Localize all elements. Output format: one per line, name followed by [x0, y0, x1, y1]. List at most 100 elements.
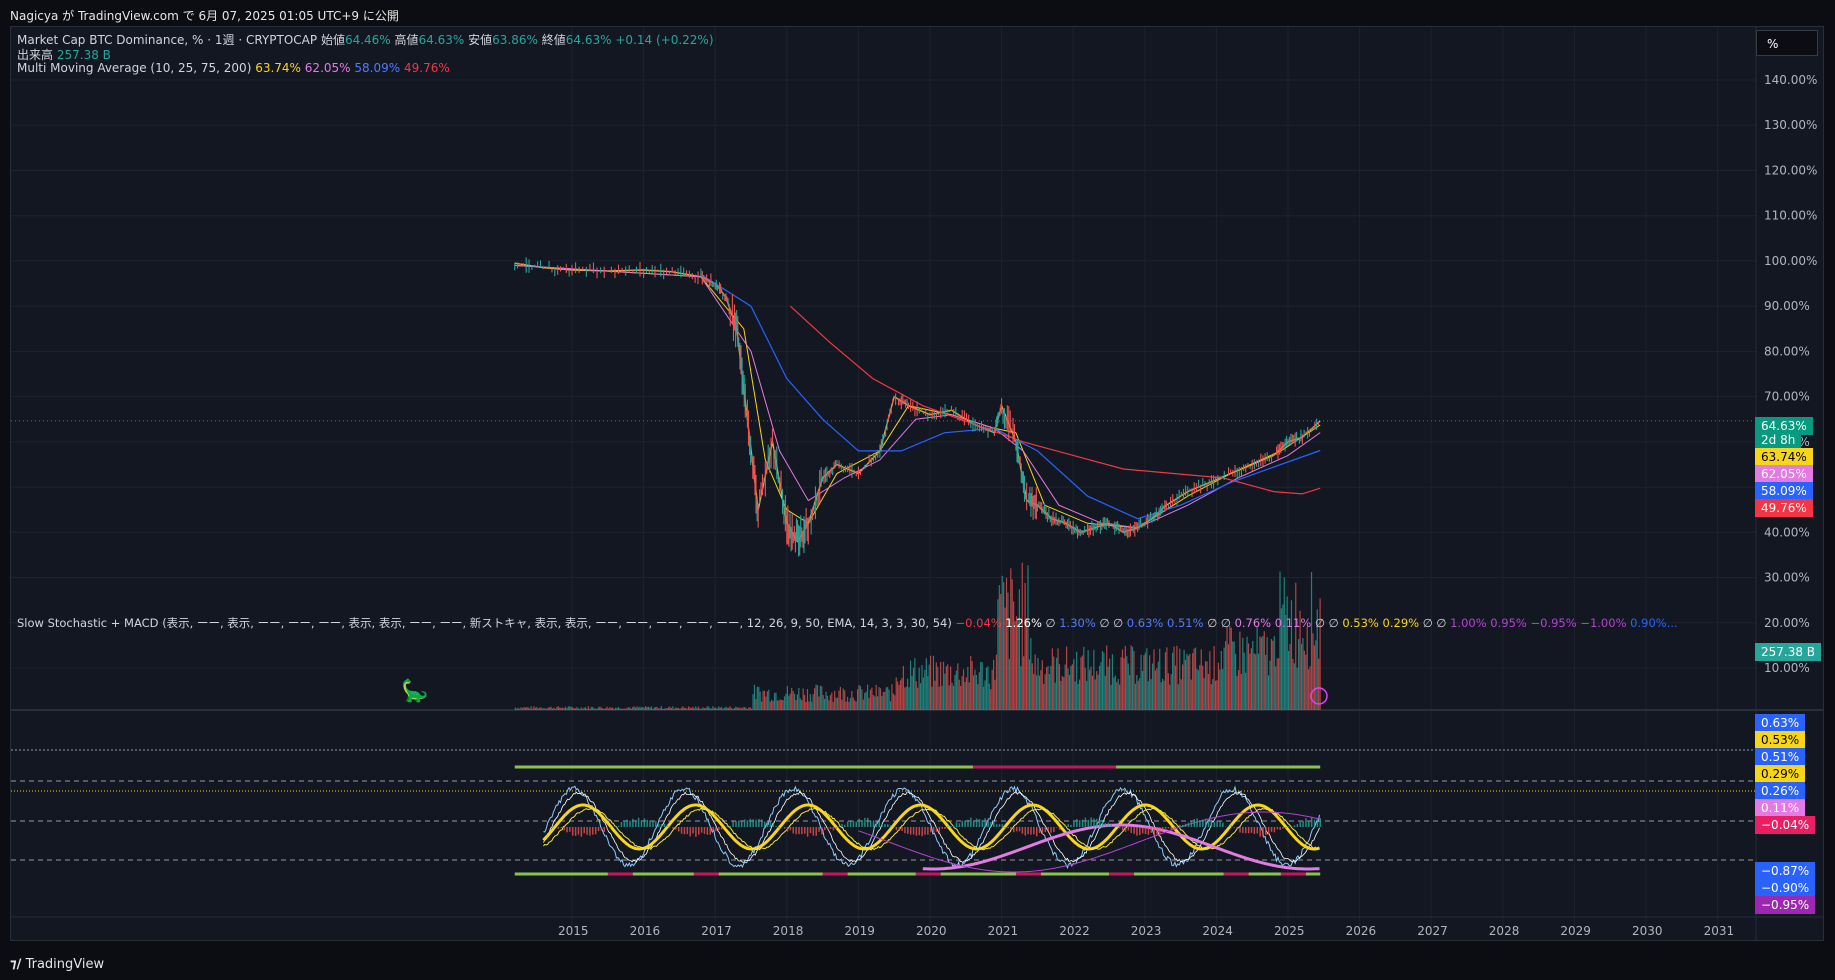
macd-histogram-bar — [1093, 818, 1095, 827]
volume-bar — [997, 599, 999, 710]
x-tick-label: 2018 — [773, 924, 804, 938]
tradingview-logo[interactable]: ⁊∕ TradingView — [10, 957, 104, 972]
footer-brand: TradingView — [25, 957, 105, 972]
volume-bar — [1047, 665, 1049, 710]
volume-bar — [1037, 657, 1039, 710]
volume-bar — [948, 685, 950, 710]
volume-bar — [877, 696, 879, 710]
volume-bar — [1044, 674, 1046, 710]
volume-bar — [897, 681, 899, 710]
volume-bar — [940, 662, 942, 710]
volume-bar — [553, 707, 555, 710]
osc-sym5: ∅ ∅ — [1422, 616, 1447, 630]
volume-bar — [726, 707, 728, 710]
volume-bar — [623, 708, 625, 710]
volume-bar — [1121, 649, 1124, 710]
chart-frame[interactable]: 140.00% 130.00% 120.00% 110.00% 100.00% 90.00… — [10, 26, 1824, 941]
volume-bar — [713, 707, 715, 710]
volume-bar — [599, 706, 601, 710]
volume-bar — [1141, 670, 1144, 710]
osc-badge-6: 0.11% — [1755, 799, 1806, 817]
volume-bar — [922, 677, 925, 710]
volume-bar — [746, 708, 748, 710]
macd-histogram-bar — [609, 827, 611, 828]
macd-histogram-bar — [907, 827, 909, 834]
volume-bar — [551, 708, 554, 710]
macd-histogram-bar — [1216, 820, 1218, 827]
volume-bar — [841, 699, 843, 710]
volume-bar — [1285, 614, 1287, 710]
macd-histogram-bar — [887, 824, 889, 827]
volume-bar — [875, 684, 877, 710]
macd-histogram-bar — [1076, 819, 1078, 827]
volume-bar — [1051, 648, 1053, 710]
volume-bar — [662, 708, 664, 710]
macd-histogram-bar — [881, 823, 883, 827]
volume-bar — [589, 708, 591, 710]
x-tick-label: 2030 — [1632, 924, 1663, 938]
macd-histogram-bar — [798, 827, 800, 835]
mma-legend[interactable]: Multi Moving Average (10, 25, 75, 200) 6… — [17, 61, 450, 75]
macd-histogram-bar — [643, 818, 646, 827]
volume-bar — [879, 688, 882, 710]
volume-bar — [749, 707, 751, 710]
volume-bar — [1167, 673, 1169, 710]
volume-bar — [1088, 669, 1091, 710]
volume-bar — [649, 707, 651, 710]
volume-bar — [1283, 577, 1285, 710]
volume-bar — [1074, 681, 1076, 710]
volume-bar — [944, 673, 946, 710]
volume-bar — [1024, 582, 1026, 710]
volume-bar — [752, 694, 754, 710]
volume-bar — [639, 706, 641, 710]
macd-histogram-bar — [1242, 827, 1244, 834]
volume-bar — [1194, 647, 1197, 710]
osc-v3: 1.30% — [1059, 616, 1096, 630]
volume-bar — [978, 672, 980, 710]
volume-bar — [938, 686, 940, 710]
x-tick-label: 2020 — [916, 924, 947, 938]
macd-histogram-bar — [821, 827, 823, 835]
volume-bar — [825, 691, 827, 710]
macd-histogram-bar — [712, 827, 714, 832]
volume-legend[interactable]: 出来高 257.38 B — [17, 46, 111, 63]
volume-bar — [895, 677, 897, 710]
volume-bar — [1183, 649, 1185, 710]
volume-bar — [1054, 682, 1056, 710]
price-scale-unit-button[interactable]: % — [1756, 30, 1818, 56]
publish-note: Nagicya が TradingView.com で 6月 07, 2025 … — [10, 9, 399, 23]
volume-bar — [700, 708, 703, 710]
volume-bar — [836, 697, 839, 710]
macd-histogram-bar — [1107, 822, 1110, 827]
volume-bar — [1243, 652, 1245, 710]
x-tick-label: 2026 — [1346, 924, 1377, 938]
volume-bar — [660, 706, 662, 710]
volume-bar — [1116, 682, 1118, 710]
volume-bar — [970, 655, 972, 710]
chart-canvas[interactable]: 140.00% 130.00% 120.00% 110.00% 100.00% 90.00… — [11, 27, 1823, 940]
volume-bar — [1214, 680, 1217, 710]
volume-bar — [882, 691, 884, 710]
volume-bar — [1209, 651, 1211, 710]
macd-histogram-bar — [686, 827, 689, 835]
volume-bar — [629, 707, 631, 710]
symbol-legend[interactable]: Market Cap BTC Dominance, % · 1週 · CRYPT… — [17, 31, 714, 48]
volume-bar — [846, 696, 849, 710]
volume-bar — [957, 663, 959, 710]
volume-bar — [869, 689, 872, 710]
volume-bar — [1276, 658, 1278, 710]
osc-badge-9-text: −0.90% — [1761, 881, 1810, 895]
osc-legend[interactable]: Slow Stochastic + MACD (表示, ーー, 表示, ーー, … — [17, 615, 1678, 631]
volume-bar — [905, 686, 907, 710]
volume-bar — [755, 698, 757, 710]
volume-bar — [1104, 675, 1106, 710]
macd-histogram-bar — [832, 827, 835, 831]
volume-bar — [1313, 645, 1315, 710]
macd-histogram-bar — [1239, 827, 1241, 833]
volume-bar — [719, 707, 721, 710]
volume-bar — [1114, 675, 1116, 710]
flash-icon — [1310, 687, 1328, 705]
macd-histogram-bar — [1316, 819, 1319, 827]
volume-bar — [576, 706, 578, 710]
volume-bar — [1091, 675, 1094, 710]
